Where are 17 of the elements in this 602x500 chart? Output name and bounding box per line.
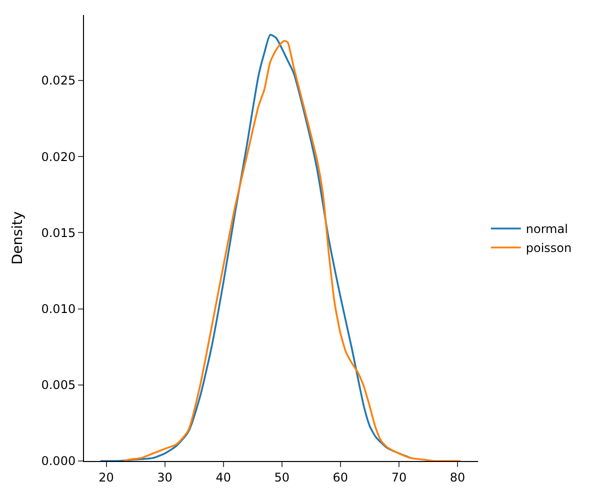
x-tick-label: 30 (157, 470, 172, 484)
y-tick-label: 0.020 (41, 150, 76, 164)
x-tick-label: 80 (450, 470, 466, 484)
legend-label: normal (526, 222, 568, 236)
x-tick-label: 50 (274, 470, 290, 484)
y-tick-label: 0.025 (41, 74, 76, 88)
y-tick-label: 0.005 (41, 378, 76, 392)
y-axis-title: Density (10, 211, 26, 265)
x-tick-label: 40 (216, 470, 231, 484)
line-series (122, 40, 462, 461)
legend-label: poisson (526, 241, 572, 256)
y-tick-label: 0.015 (41, 226, 76, 240)
x-tick-label: 60 (332, 470, 348, 484)
x-tick-label: 70 (391, 470, 407, 484)
y-tick-label: 0.010 (41, 302, 76, 316)
y-tick-label: 0.000 (41, 454, 76, 468)
x-tick-label: 20 (98, 470, 114, 484)
